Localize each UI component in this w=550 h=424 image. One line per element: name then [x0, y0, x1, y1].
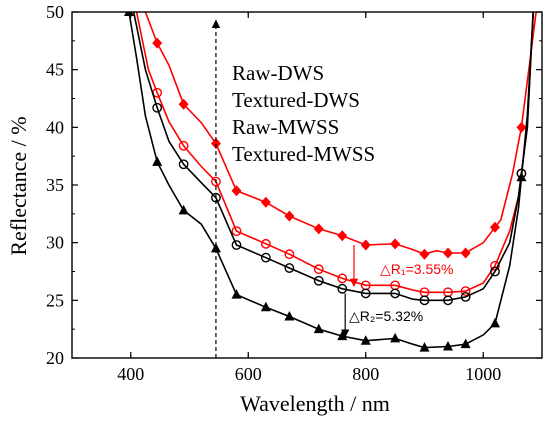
delta-r1-label: △R₁=3.55%	[380, 261, 453, 277]
series-3-marker-9	[360, 335, 371, 345]
y-tick-label-6: 50	[46, 2, 64, 22]
series-3-marker-2	[178, 204, 189, 215]
y-tick-label-2: 30	[46, 233, 64, 253]
series-3-marker-1	[152, 156, 163, 166]
x-tick-label-2: 800	[352, 364, 379, 384]
series-3-marker-14	[490, 317, 500, 328]
series-2-marker-4	[260, 252, 271, 263]
plot-area	[123, 12, 537, 352]
legend-entry-textured-dws: Textured-DWS	[232, 88, 360, 112]
series-3-marker-11	[419, 342, 430, 352]
series-3-marker-3	[210, 242, 221, 253]
series-1-marker-2	[211, 176, 221, 187]
series-0-marker-5	[284, 210, 295, 222]
y-tick-label-5: 45	[46, 60, 64, 80]
series-2-marker-9	[390, 288, 401, 299]
series-2-marker-6	[313, 275, 324, 286]
legend-entry-raw-dws: Raw-DWS	[232, 61, 324, 85]
series-2-marker-0	[152, 102, 163, 113]
series-1-marker-12	[460, 286, 471, 297]
delta-r2-label: △R₂=5.32%	[349, 308, 423, 324]
series-2-marker-12	[460, 291, 471, 302]
series-0-marker-7	[337, 230, 348, 242]
series-1-marker-6	[313, 264, 324, 275]
series-2-marker-5	[284, 263, 295, 273]
y-axis-label: Reflectance / %	[6, 116, 31, 255]
x-tick-label-0: 400	[117, 364, 144, 384]
series-3-marker-13	[460, 338, 471, 349]
series-1-marker-1	[178, 140, 189, 151]
series-2-marker-11	[443, 295, 453, 306]
series-3-marker-12	[443, 340, 453, 351]
series-0-marker-14	[516, 121, 527, 133]
series-0-marker-6	[313, 223, 324, 235]
series-2-marker-8	[360, 288, 371, 299]
series-1-marker-7	[337, 273, 348, 284]
y-tick-label-4: 40	[46, 117, 64, 137]
series-line-0	[144, 12, 537, 256]
series-1-marker-4	[260, 238, 271, 249]
series-0-marker-0	[152, 37, 163, 49]
series-3-marker-4	[231, 289, 242, 299]
series-0-marker-11	[443, 247, 453, 259]
axes: 400 600 800 1000 20 25 30 35 40 45 50	[46, 2, 543, 384]
series-1-marker-5	[284, 249, 295, 260]
y-tick-label-1: 25	[46, 290, 64, 310]
legend: Raw-DWS Textured-DWS Raw-MWSS Textured-M…	[232, 61, 375, 166]
series-0-marker-2	[210, 137, 221, 149]
series-3-marker-7	[313, 323, 324, 334]
series-3-marker-6	[284, 310, 295, 321]
series-3-marker-5	[260, 301, 271, 312]
series-0-marker-9	[390, 238, 401, 250]
series-0-marker-4	[260, 196, 271, 208]
series-1-marker-3	[231, 226, 242, 237]
series-3-marker-15	[516, 171, 527, 182]
x-tick-label-3: 1000	[465, 364, 501, 384]
series-0-marker-3	[231, 185, 242, 197]
legend-entry-raw-mwss: Raw-MWSS	[232, 115, 339, 139]
series-2-marker-1	[178, 159, 189, 170]
series-2-marker-3	[231, 240, 242, 250]
series-0-marker-13	[490, 221, 500, 233]
x-axis-label: Wavelength / nm	[240, 391, 390, 416]
series-3-marker-0	[123, 12, 134, 16]
series-0-marker-8	[360, 239, 371, 251]
legend-entry-textured-mwss: Textured-MWSS	[232, 142, 375, 166]
series-2-marker-7	[337, 283, 348, 294]
series-0-marker-12	[460, 247, 471, 259]
series-0-marker-1	[178, 98, 189, 110]
series-line-3	[128, 12, 534, 349]
y-tick-label-3: 35	[46, 175, 64, 195]
series-0-marker-10	[419, 248, 430, 260]
x-tick-label-1: 600	[235, 364, 262, 384]
y-tick-label-0: 20	[46, 348, 64, 368]
series-2-marker-13	[490, 266, 500, 277]
series-3-marker-10	[390, 332, 401, 343]
series-2-marker-10	[419, 295, 430, 306]
